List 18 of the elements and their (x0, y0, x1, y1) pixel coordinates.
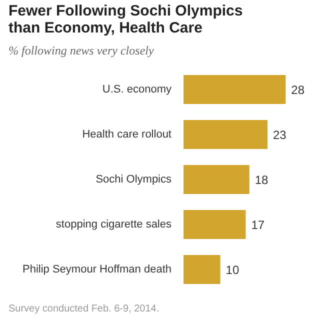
bar (184, 75, 286, 104)
data-label: 23 (272, 128, 287, 142)
data-label: 18 (254, 173, 269, 187)
y-tick-label: Sochi Olympics (96, 174, 172, 186)
text: % following news very closely (8, 44, 154, 58)
data-label: 28 (291, 83, 305, 97)
bar (184, 120, 268, 149)
chart-title: Fewer Following Sochi Olympics than Economy, Health Care (8, 2, 243, 36)
y-tick-label: Health care rollout (82, 128, 172, 140)
data-label: 10 (226, 263, 240, 277)
bar (184, 255, 220, 284)
y-tick-label: U.S. economy (102, 84, 172, 96)
bar (184, 210, 246, 239)
text: Survey conducted Feb. 6-9, 2014. (8, 304, 160, 314)
y-tick-label: stopping cigarette sales (56, 218, 172, 230)
data-label: 17 (251, 218, 265, 232)
bar (184, 165, 250, 194)
y-tick-label: Philip Seymour Hoffman death (22, 264, 172, 276)
